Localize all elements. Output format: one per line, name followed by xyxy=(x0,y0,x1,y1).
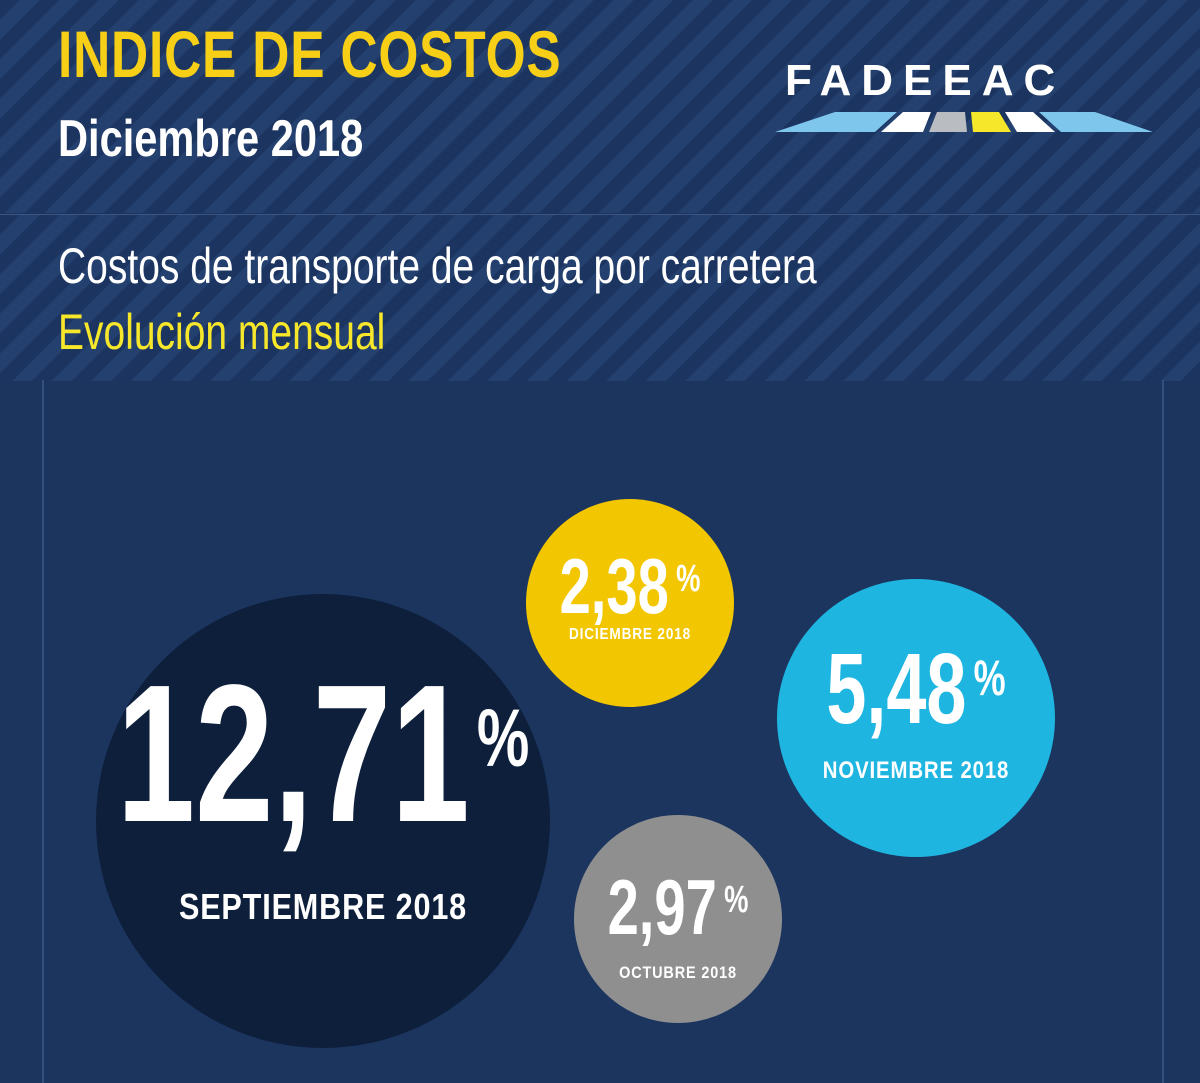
bubble-month-label: DICIEMBRE 2018 xyxy=(569,626,691,643)
page-title: INDICE DE COSTOS xyxy=(58,17,562,91)
bubble-octubre-2018: 2,97 % OCTUBRE 2018 xyxy=(574,815,782,1023)
bubble-diciembre-2018: 2,38 %DICIEMBRE 2018 xyxy=(526,499,734,707)
road-stripes-icon xyxy=(775,112,1153,132)
bubble-month-label: OCTUBRE 2018 xyxy=(619,964,737,982)
bubble-month-label: SEPTIEMBRE 2018 xyxy=(179,888,467,928)
bubble-circle xyxy=(777,579,1055,857)
description-band xyxy=(0,214,1200,381)
panel-left-border xyxy=(42,380,44,1083)
chart-subdescription: Evolución mensual xyxy=(58,304,386,360)
bubble-value-label: 2,97% xyxy=(608,864,749,951)
bubble-month-label: NOVIEMBRE 2018 xyxy=(823,756,1009,783)
bubble-noviembre-2018: 5,48 % NOVIEMBRE 2018 xyxy=(777,579,1055,857)
fadeeac-logo: FADEEAC xyxy=(775,52,1155,142)
bubble-circle xyxy=(526,499,734,707)
bubble-value-label: 12,71% xyxy=(117,644,530,863)
bubble-value-label: 2,38% xyxy=(560,543,701,630)
panel-right-border xyxy=(1162,380,1164,1083)
logo-text: FADEEAC xyxy=(785,56,1066,105)
chart-description: Costos de transporte de carga por carret… xyxy=(58,238,817,294)
bubble-value-label: 5,48% xyxy=(826,633,1005,744)
bubble-septiembre-2018: 12,71% SEPTIEMBRE 2018 xyxy=(96,594,550,1048)
page-subtitle: Diciembre 2018 xyxy=(58,110,364,168)
bubble-circle xyxy=(574,815,782,1023)
bubble-circle xyxy=(96,594,550,1048)
header-band: INDICE DE COSTOS Diciembre 2018 FADEEAC xyxy=(0,0,1200,213)
